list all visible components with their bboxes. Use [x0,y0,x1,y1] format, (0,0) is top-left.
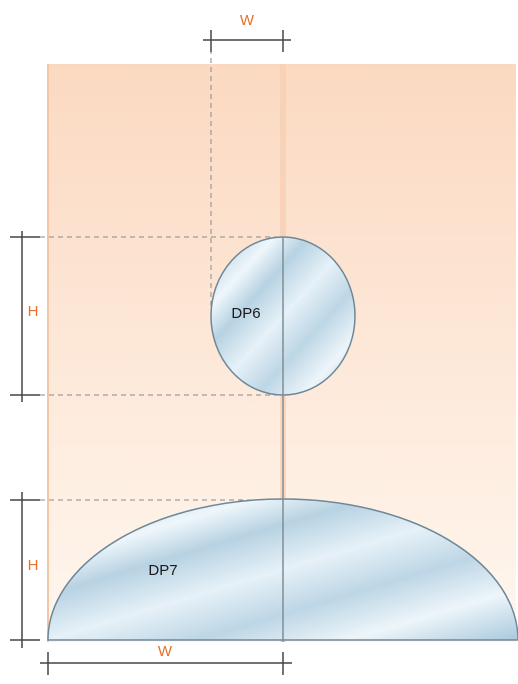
guide-lines [22,40,283,501]
dimension-lines [10,30,292,675]
label-dp6: DP6 [231,305,260,322]
label-upper-height: H [28,303,39,320]
label-top-width: W [240,12,255,29]
label-lower-height: H [28,557,39,574]
label-bottom-width: W [158,643,173,660]
label-dp7: DP7 [148,562,177,579]
